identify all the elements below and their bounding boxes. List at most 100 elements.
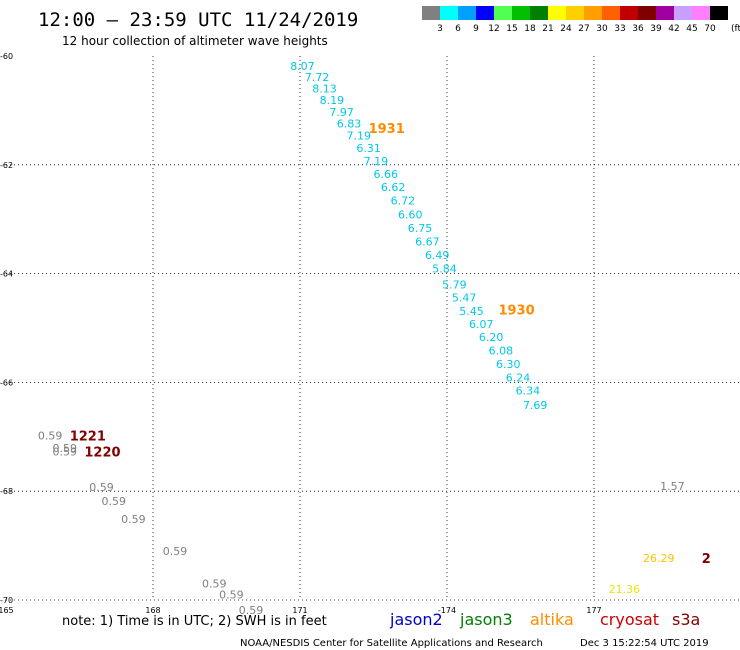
- color-scale-swatch: [710, 6, 728, 20]
- x-tick-label: 177: [586, 606, 601, 615]
- color-scale-swatch: [566, 6, 584, 20]
- chart-subtitle: 12 hour collection of altimeter wave hei…: [62, 34, 328, 48]
- color-scale-label: 30: [596, 24, 608, 34]
- grid: [6, 56, 740, 601]
- legend-s3a: s3a: [672, 610, 700, 629]
- color-scale-unit: (ft): [731, 24, 740, 34]
- color-scale-swatch: [620, 6, 638, 20]
- chart-title: 12:00 – 23:59 UTC 11/24/2019: [38, 9, 358, 31]
- color-scale-swatch: [638, 6, 656, 20]
- y-tick-label: -64: [0, 270, 13, 279]
- color-scale-label: 3: [437, 24, 443, 34]
- wave-height-point: 0.59: [89, 481, 114, 494]
- color-scale-label: 18: [524, 24, 536, 34]
- wave-height-point: 6.72: [391, 195, 416, 208]
- color-scale-swatch: [674, 6, 692, 20]
- color-scale-label: 36: [632, 24, 644, 34]
- wave-height-point: 6.49: [425, 249, 450, 262]
- wave-height-point: 0.59: [163, 545, 188, 558]
- color-scale-label: 24: [560, 24, 572, 34]
- wave-height-point: 5.45: [459, 305, 484, 318]
- x-tick-label: -174: [438, 606, 456, 615]
- color-scale-swatch: [584, 6, 602, 20]
- wave-height-point: 8.19: [320, 94, 345, 107]
- color-scale-label: 45: [686, 24, 697, 34]
- color-scale-label: 12: [488, 24, 499, 34]
- wave-height-point: 6.83: [337, 117, 362, 130]
- color-scale-label: 33: [614, 24, 625, 34]
- footer-note: note: 1) Time is in UTC; 2) SWH is in fe…: [62, 614, 327, 629]
- color-scale-swatch: [656, 6, 674, 20]
- x-tick-label: 171: [292, 606, 307, 615]
- color-scale-swatch: [692, 6, 710, 20]
- color-scale-swatch: [440, 6, 458, 20]
- y-tick-label: -62: [0, 161, 13, 170]
- wave-height-points: 8.077.728.138.197.976.837.196.317.196.66…: [38, 60, 685, 617]
- color-scale-swatch: [530, 6, 548, 20]
- footer-timestamp: Dec 3 15:22:54 UTC 2019: [580, 638, 709, 649]
- color-scale-swatch: [512, 6, 530, 20]
- x-tick-label: 168: [145, 606, 160, 615]
- color-scale-label: 15: [506, 24, 517, 34]
- wave-height-point: 0.59: [219, 589, 244, 602]
- color-scale-label: 6: [455, 24, 461, 34]
- y-tick-label: -60: [0, 52, 13, 61]
- pass-time-label: 2: [702, 552, 711, 567]
- legend-altika: altika: [530, 610, 574, 629]
- wave-height-point: 6.75: [408, 222, 433, 235]
- color-scale-swatch: [602, 6, 620, 20]
- wave-height-point: 5.79: [442, 278, 467, 291]
- y-tick-label: -68: [0, 487, 13, 496]
- pass-time-label: 1931: [369, 122, 405, 137]
- pass-time-label: 1220: [84, 445, 120, 460]
- wave-height-point: 5.47: [452, 292, 477, 305]
- wave-height-point: 7.72: [305, 71, 330, 84]
- wave-height-point: 0.59: [121, 513, 145, 526]
- color-scale-swatch: [458, 6, 476, 20]
- color-scale-label: 39: [650, 24, 662, 34]
- wave-height-point: 6.62: [381, 181, 406, 194]
- wave-height-point: 0.59: [53, 442, 78, 455]
- wave-height-point: 8.13: [312, 83, 337, 96]
- wave-height-point: 6.24: [506, 372, 531, 385]
- wave-height-point: 26.29: [643, 552, 675, 565]
- color-scale-swatch: [476, 6, 494, 20]
- color-scale-label: 27: [578, 24, 589, 34]
- wave-height-point: 7.69: [523, 399, 548, 412]
- wave-height-point: 0.59: [239, 604, 264, 617]
- color-scale-swatch: [422, 6, 440, 20]
- wave-height-point: 0.59: [202, 578, 227, 591]
- wave-height-point: 0.59: [102, 495, 127, 508]
- x-tick-label: 165: [0, 606, 14, 615]
- footer-credit: NOAA/NESDIS Center for Satellite Applica…: [240, 638, 543, 649]
- satellite-legend: jason2 jason3 altika cryosat s3a: [389, 610, 700, 629]
- wave-height-point: 21.36: [609, 583, 641, 596]
- wave-height-point: 6.30: [496, 358, 521, 371]
- color-scale-label: 42: [668, 24, 679, 34]
- pass-time-label: 1930: [498, 304, 534, 319]
- pass-time-label: 1221: [70, 430, 106, 445]
- wave-height-point: 8.07: [290, 60, 315, 73]
- wave-height-point: 6.66: [374, 168, 399, 181]
- color-scale-label: 21: [542, 24, 553, 34]
- wave-height-point: 7.97: [329, 106, 354, 119]
- color-scale-label: 9: [473, 24, 479, 34]
- color-scale-label: 70: [704, 24, 716, 34]
- wave-height-point: 6.34: [516, 385, 541, 398]
- color-scale-swatch: [494, 6, 512, 20]
- wave-height-point: 1.57: [660, 480, 685, 493]
- wave-height-point: 0.59: [53, 445, 78, 458]
- legend-cryosat: cryosat: [600, 610, 659, 629]
- wave-height-point: 6.31: [356, 142, 381, 155]
- y-tick-label: -70: [0, 596, 13, 605]
- wave-height-point: 6.67: [415, 236, 440, 249]
- legend-jason3: jason3: [459, 610, 513, 629]
- y-tick-label: -66: [0, 378, 13, 387]
- color-scale-swatch: [548, 6, 566, 20]
- legend-jason2: jason2: [389, 610, 443, 629]
- wave-height-point: 5.84: [432, 263, 457, 276]
- wave-height-point: 6.20: [479, 331, 504, 344]
